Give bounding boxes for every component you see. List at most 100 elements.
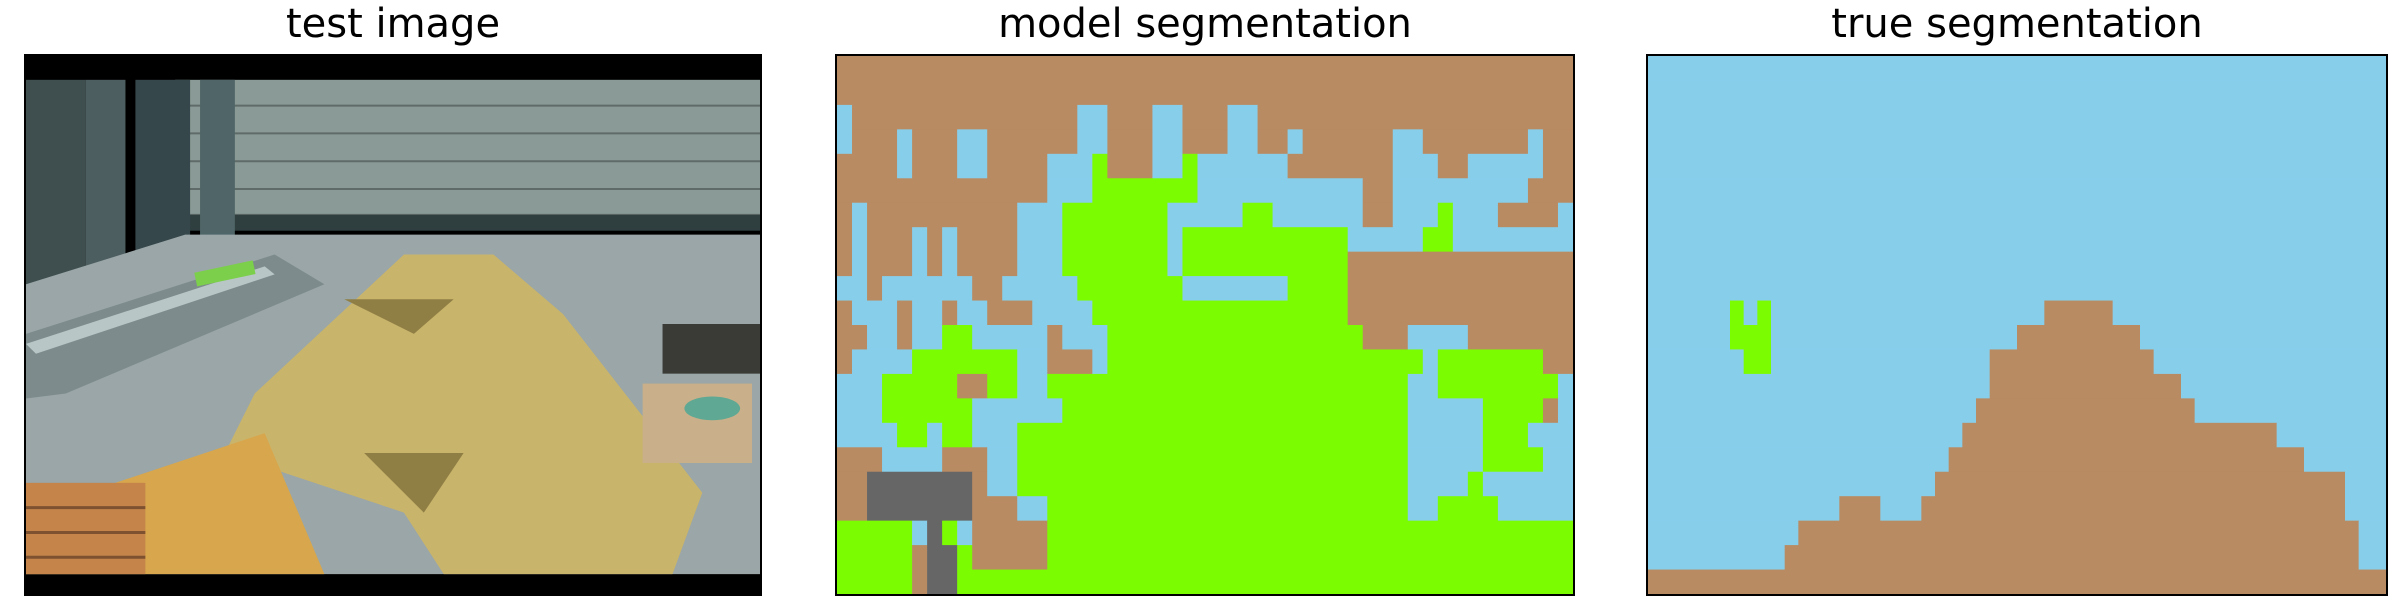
model-segmentation-cell — [957, 569, 1573, 594]
model-segmentation-cell — [1527, 129, 1544, 155]
model-segmentation-cell — [1017, 373, 1048, 399]
crate-slats — [26, 506, 146, 559]
true-segmentation-cell — [1648, 104, 2386, 130]
model-segmentation-cell — [1167, 251, 1183, 277]
true-segmentation-cell — [2304, 447, 2386, 473]
model-segmentation-cell — [912, 300, 943, 326]
model-segmentation-cell — [1467, 325, 1573, 350]
model-segmentation-cell — [1107, 349, 1424, 375]
green-cloth — [194, 260, 256, 287]
model-segmentation-cell — [837, 349, 853, 375]
model-segmentation-cell — [942, 325, 973, 350]
true-segmentation-cell — [1648, 471, 1936, 497]
model-segmentation-cell — [1542, 129, 1573, 155]
model-segmentation-cell — [1407, 398, 1484, 424]
true-segmentation-cell — [2153, 349, 2386, 375]
model-segmentation-cell — [1107, 325, 1364, 350]
model-segmentation-cell — [837, 545, 913, 571]
model-segmentation-cell — [912, 349, 1018, 375]
model-segmentation-cell — [1542, 153, 1573, 179]
model-segmentation-cell — [957, 520, 973, 546]
model-segmentation-cell — [837, 104, 853, 130]
true-segmentation-cell — [1798, 520, 2359, 546]
true-segmentation-cell — [2140, 325, 2386, 350]
true-segmentation-cell — [1648, 422, 1963, 448]
test-image-frame — [24, 54, 762, 596]
model-segmentation-cell — [987, 153, 1048, 179]
true-segmentation-mask — [1648, 56, 2386, 594]
model-segmentation-cell — [1017, 202, 1063, 228]
model-segmentation-cell — [852, 251, 868, 277]
model-segmentation-cell — [912, 325, 943, 350]
true-segmentation-cell — [1743, 349, 1772, 375]
model-segmentation-cell — [1542, 447, 1573, 473]
model-segmentation-cell — [1467, 153, 1544, 179]
model-segmentation-cell — [972, 398, 1063, 424]
model-segmentation-cell — [1287, 153, 1394, 179]
model-segmentation-cell — [1302, 129, 1394, 155]
model-segmentation-cell — [882, 398, 973, 424]
model-segmentation-cell — [1167, 227, 1183, 253]
model-segmentation-cell — [942, 520, 958, 546]
model-segmentation-cell — [1182, 227, 1348, 253]
model-segmentation-cell — [1182, 153, 1198, 179]
model-segmentation-cell — [1062, 227, 1168, 253]
pillar-4 — [200, 79, 235, 259]
model-segmentation-cell — [1017, 471, 1409, 497]
model-segmentation-cell — [1557, 398, 1573, 424]
model-segmentation-cell — [1407, 325, 1469, 350]
model-segmentation-cell — [1422, 227, 1454, 253]
model-segmentation-cell — [1437, 202, 1454, 228]
model-segmentation-title: model segmentation — [998, 1, 1412, 47]
model-segmentation-cell — [1197, 153, 1288, 179]
model-segmentation-cell — [1452, 202, 1499, 228]
model-segmentation-cell — [912, 545, 928, 571]
model-segmentation-cell — [1047, 520, 1573, 546]
model-segmentation-cell — [1092, 153, 1108, 179]
model-segmentation-cell — [1407, 373, 1439, 399]
true-segmentation-cell — [1648, 325, 1731, 350]
model-segmentation-cell — [1047, 178, 1093, 204]
model-segmentation-cell — [1047, 349, 1093, 375]
model-segmentation-cell — [1017, 422, 1409, 448]
model-segmentation-cell — [1092, 178, 1198, 204]
model-segmentation-cell — [1002, 276, 1078, 302]
model-segmentation-cell — [1062, 251, 1168, 277]
test-image-photo — [26, 56, 760, 594]
model-segmentation-cell — [1092, 300, 1348, 326]
model-segmentation-cell — [1017, 227, 1063, 253]
model-segmentation-cell — [987, 300, 1033, 326]
true-segmentation-cell — [1948, 447, 2305, 473]
model-segmentation-cell — [837, 80, 1573, 106]
model-segmentation-cell — [1182, 251, 1348, 277]
model-segmentation-cell — [957, 373, 988, 399]
model-segmentation-cell — [1422, 129, 1529, 155]
model-segmentation-cell — [1347, 276, 1573, 302]
true-segmentation-cell — [2112, 300, 2386, 326]
true-segmentation-cell — [2194, 398, 2386, 424]
model-segmentation-cell — [1407, 496, 1439, 522]
model-segmentation-cell — [1422, 349, 1439, 375]
true-segmentation-cell — [1730, 300, 1744, 326]
model-segmentation-cell — [867, 227, 913, 253]
model-segmentation-cell — [987, 447, 1018, 473]
model-segmentation-cell — [1257, 104, 1573, 130]
model-segmentation-mask — [837, 56, 1573, 594]
model-segmentation-cell — [987, 373, 1018, 399]
true-segmentation-cell — [1648, 227, 2386, 253]
model-segmentation-cell — [1182, 104, 1228, 130]
model-segmentation-cell — [957, 153, 988, 179]
model-segmentation-cell — [1392, 129, 1424, 155]
model-segmentation-cell — [1182, 129, 1228, 155]
true-segmentation-cell — [1648, 129, 2386, 155]
model-segmentation-cell — [1227, 104, 1258, 130]
model-segmentation-cell — [1152, 153, 1183, 179]
model-segmentation-cell — [837, 422, 898, 448]
model-segmentation-cell — [957, 251, 1018, 277]
model-segmentation-cell — [1047, 325, 1063, 350]
model-segmentation-cell — [1437, 349, 1544, 375]
model-segmentation-cell — [1392, 153, 1439, 179]
model-segmentation-cell — [837, 153, 898, 179]
model-segmentation-cell — [852, 227, 868, 253]
true-segmentation-cell — [2017, 325, 2141, 350]
